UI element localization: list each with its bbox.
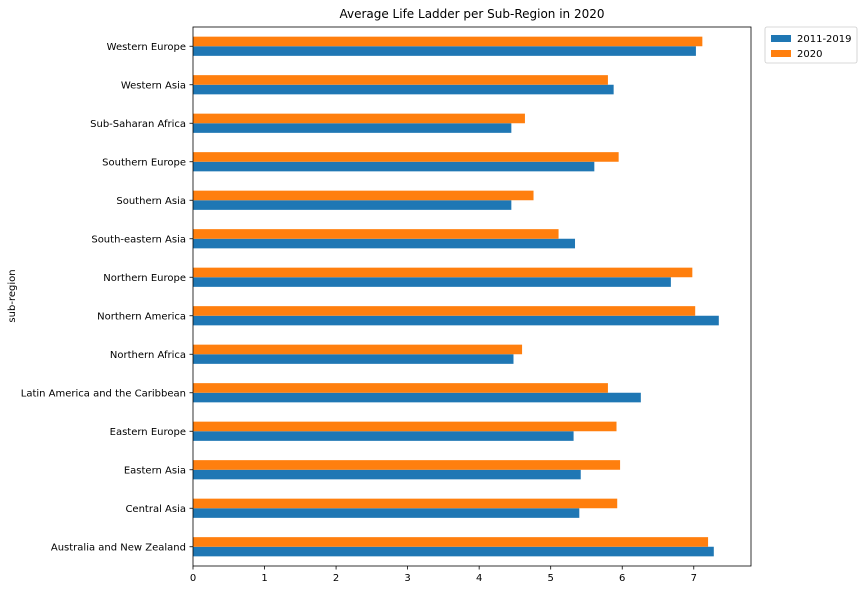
y-tick-label: Southern Europe <box>102 157 186 168</box>
y-tick-label: Eastern Asia <box>124 465 186 476</box>
legend-swatch <box>771 50 791 57</box>
bar-2020-5 <box>193 344 523 355</box>
bar-2011-2019-8 <box>193 238 576 249</box>
x-tick-label: 5 <box>548 573 554 584</box>
bar-2020-4 <box>193 383 608 393</box>
bar-2011-2019-3 <box>193 431 574 441</box>
chart-title: Average Life Ladder per Sub-Region in 20… <box>339 7 604 21</box>
bar-2011-2019-10 <box>193 161 595 172</box>
bar-2011-2019-11 <box>193 123 512 133</box>
y-tick-label: Northern Europe <box>103 273 186 284</box>
y-tick-label: Australia and New Zealand <box>51 542 186 553</box>
bar-2020-3 <box>193 421 617 432</box>
y-tick-label: South-eastern Asia <box>91 234 186 245</box>
bar-2020-13 <box>193 36 703 47</box>
legend-swatch <box>771 35 791 42</box>
bar-2011-2019-7 <box>193 277 671 287</box>
y-tick-label: Eastern Europe <box>110 427 186 438</box>
bar-2020-2 <box>193 460 621 470</box>
bar-2011-2019-13 <box>193 46 696 56</box>
bar-2011-2019-9 <box>193 200 512 210</box>
y-tick-label: Northern America <box>97 311 186 322</box>
x-tick-label: 0 <box>190 573 196 584</box>
x-tick-label: 7 <box>691 573 697 584</box>
bar-2020-0 <box>193 537 709 547</box>
y-tick-label: Northern Africa <box>110 350 186 361</box>
bar-2020-10 <box>193 152 619 162</box>
bar-2020-1 <box>193 498 618 509</box>
bar-2020-6 <box>193 306 696 316</box>
bar-2011-2019-1 <box>193 508 580 518</box>
bar-2020-8 <box>193 229 559 239</box>
bar-2020-9 <box>193 190 534 201</box>
y-tick-label: Western Europe <box>107 42 186 53</box>
y-axis-label: sub-region <box>7 269 18 322</box>
y-tick-label: Southern Asia <box>116 196 186 207</box>
y-ticks-group: Australia and New Zealand Central Asia Eas… <box>21 42 193 553</box>
x-tick-label: 2 <box>333 573 339 584</box>
y-tick-label: Western Asia <box>121 80 186 91</box>
bar-2020-7 <box>193 267 693 278</box>
bar-2011-2019-2 <box>193 469 581 480</box>
bar-2020-12 <box>193 75 608 85</box>
bars-group <box>193 36 719 557</box>
plot-frame <box>192 26 752 567</box>
legend: 2011-2019 2020 <box>764 26 858 64</box>
x-tick-label: 6 <box>619 573 625 584</box>
bar-2011-2019-4 <box>193 392 641 403</box>
bar-2020-11 <box>193 113 525 124</box>
x-tick-label: 4 <box>476 573 482 584</box>
y-tick-label: Sub-Saharan Africa <box>90 119 186 130</box>
bar-2011-2019-0 <box>193 546 714 557</box>
y-tick-label: Central Asia <box>125 504 186 515</box>
legend-label: 2011-2019 <box>797 34 852 45</box>
bar-2011-2019-6 <box>193 315 719 326</box>
bar-2011-2019-5 <box>193 354 514 364</box>
x-ticks-group: 0 1 2 3 4 5 6 7 <box>190 566 697 584</box>
y-tick-label: Latin America and the Caribbean <box>21 388 186 399</box>
bar-2011-2019-12 <box>193 84 614 95</box>
x-tick-label: 3 <box>404 573 410 584</box>
legend-label: 2020 <box>797 49 822 60</box>
x-tick-label: 1 <box>261 573 267 584</box>
